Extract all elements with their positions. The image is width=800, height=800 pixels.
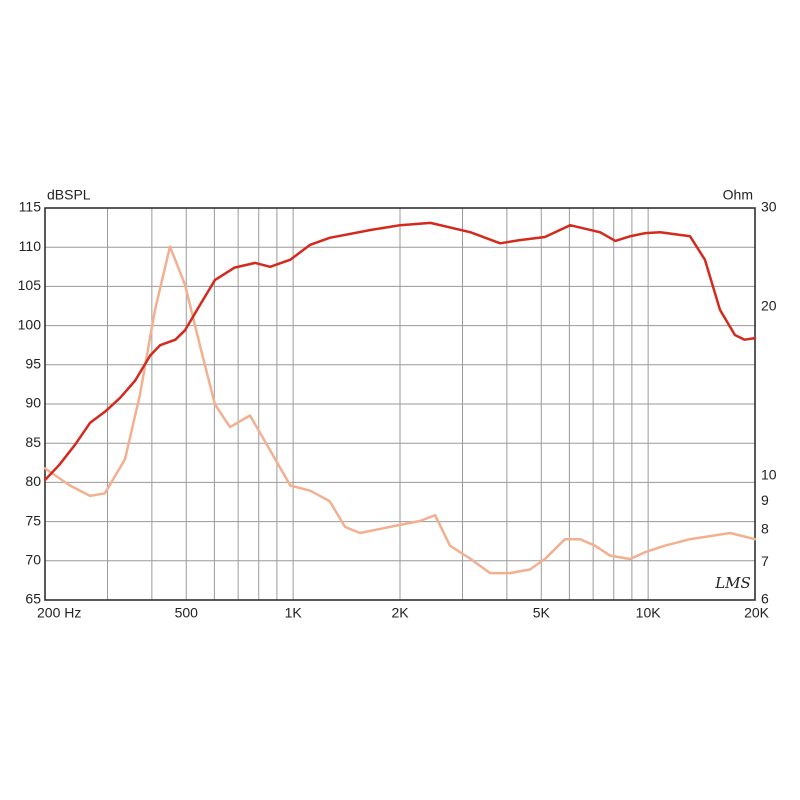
x-tick-label: 20K: [744, 605, 770, 621]
y2-tick-label: 6: [761, 591, 769, 607]
y2-tick-label: 10: [761, 466, 777, 482]
y-tick-label: 90: [25, 395, 41, 411]
y2-tick-label: 30: [761, 199, 777, 215]
y2-tick-label: 8: [761, 521, 769, 537]
y2-tick-label: 7: [761, 553, 769, 569]
series-line: [43, 221, 757, 482]
y-tick-label: 80: [25, 473, 41, 489]
y2-tick-label: 20: [761, 297, 777, 313]
x-tick-label: 1K: [285, 605, 303, 621]
y-axis-label: dBSPL: [47, 187, 91, 203]
y2-tick-label: 9: [761, 492, 769, 508]
x-tick-label: 10K: [636, 605, 662, 621]
x-tick-label: 500: [175, 605, 199, 621]
series-line: [43, 245, 757, 575]
y-tick-label: 70: [25, 552, 41, 568]
x-tick-label: 5K: [533, 605, 551, 621]
watermark: LMS: [714, 574, 751, 592]
y-tick-label: 85: [25, 434, 41, 450]
y-tick-label: 110: [19, 238, 42, 254]
y2-axis-label: Ohm: [723, 187, 753, 203]
plot-frame: [44, 207, 756, 601]
y-tick-label: 95: [25, 356, 41, 372]
y-tick-label: 105: [18, 277, 42, 293]
y-tick-label: 65: [25, 591, 41, 607]
y-tick-label: 100: [18, 316, 42, 332]
x-tick-label: 2K: [391, 605, 409, 621]
y-tick-label: 75: [25, 512, 41, 528]
y-tick-label: 115: [19, 199, 42, 215]
x-tick-label: 200 Hz: [37, 605, 81, 621]
